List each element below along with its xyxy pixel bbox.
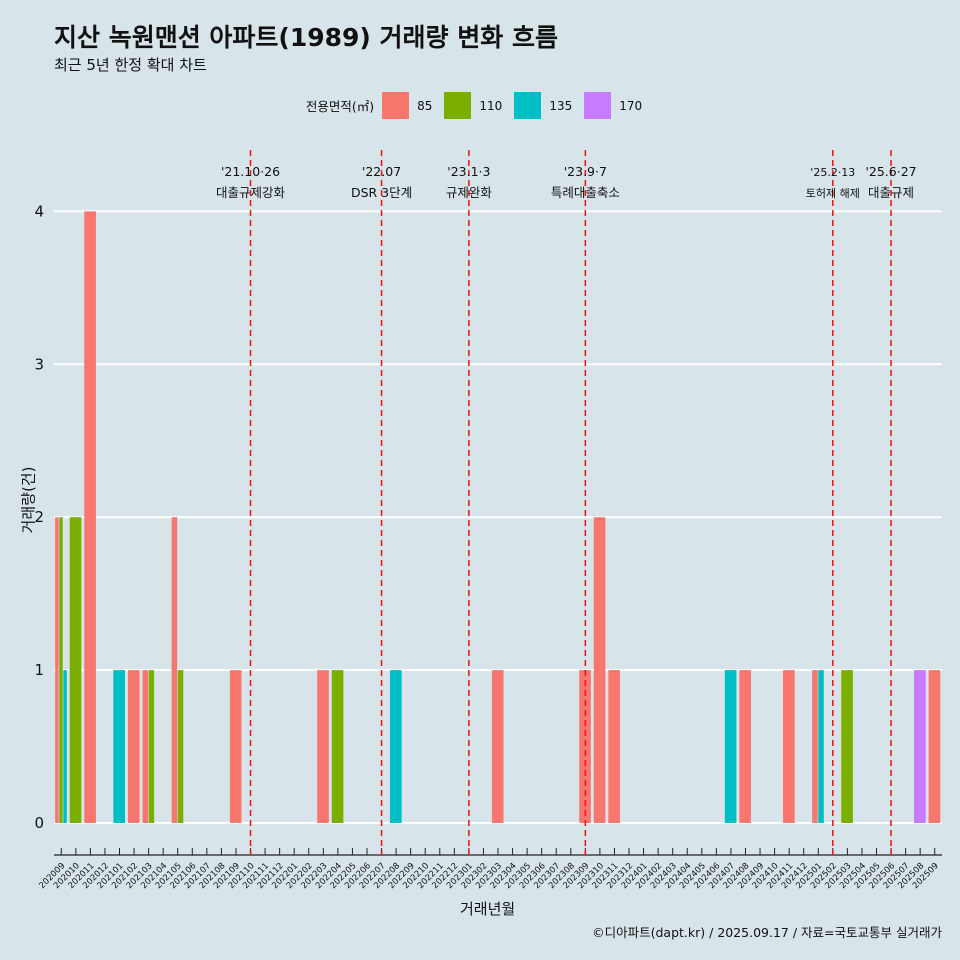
policy-date-label: '23.9·7	[564, 164, 607, 179]
legend-label: 110	[479, 98, 503, 113]
bar-85-202311	[608, 670, 620, 823]
bar-170-202508	[914, 670, 926, 823]
legend-key-135: 135	[514, 92, 572, 119]
legend-key-110: 110	[444, 92, 502, 119]
policy-date-label: '23.1·3	[447, 164, 490, 179]
policy-date-label: '25.6·27	[865, 164, 916, 179]
legend-label: 85	[417, 98, 433, 113]
bar-85-202109	[229, 670, 242, 823]
y-tick-label: 1	[34, 661, 44, 679]
bar-85-202011	[84, 211, 96, 823]
policy-name-label: 토허제 해제	[806, 186, 860, 200]
bar-85-202408	[739, 670, 751, 823]
y-tick-label: 0	[34, 814, 44, 832]
bar-85-202303	[491, 670, 504, 823]
bar-85-202102	[127, 670, 140, 823]
bar-110-202105	[177, 670, 184, 823]
bar-85-202501	[812, 670, 818, 823]
bar-85-202103	[142, 670, 149, 823]
bar-110-202010	[69, 517, 82, 823]
policy-name-label: DSR 3단계	[351, 185, 412, 200]
legend-swatch	[584, 92, 612, 119]
y-tick-label: 2	[34, 508, 44, 526]
legend-swatch	[444, 92, 472, 119]
legend-key-85: 85	[382, 92, 432, 119]
y-tick-label: 4	[34, 202, 44, 220]
policy-name-label: 규제완화	[446, 185, 493, 200]
bar-110-202009	[59, 517, 63, 823]
bar-85-202009	[55, 517, 59, 823]
bar-85-202411	[783, 670, 795, 823]
source-caption: ©디아파트(dapt.kr) / 2025.09.17 / 자료=국토교통부 실…	[592, 925, 942, 940]
bar-135-202101	[113, 670, 126, 823]
legend-swatch	[382, 92, 410, 119]
bar-85-202203	[317, 670, 329, 823]
bar-135-202208	[389, 670, 402, 823]
policy-name-label: 특례대출축소	[551, 185, 620, 200]
bar-110-202204	[331, 670, 344, 823]
x-axis-title: 거래년월	[460, 900, 516, 918]
bar-135-202407	[724, 670, 737, 823]
legend-key-170: 170	[584, 92, 642, 119]
bar-85-202105	[171, 517, 178, 823]
bar-135-202501	[818, 670, 824, 823]
bar-110-202503	[841, 670, 853, 823]
policy-date-label: '21.10·26	[221, 164, 280, 179]
y-tick-label: 3	[34, 355, 44, 373]
legend-title: 전용면적(㎡)	[305, 99, 375, 114]
policy-name-label: 대출규제	[868, 185, 914, 200]
bar-110-202103	[148, 670, 155, 823]
policy-date-label: '22.07	[362, 164, 401, 179]
bar-85-202509	[928, 670, 941, 823]
chart-subtitle: 최근 5년 한정 확대 차트	[54, 56, 207, 74]
chart-title: 지산 녹원맨션 아파트(1989) 거래량 변화 흐름	[54, 23, 558, 52]
bar-85-202310	[593, 517, 606, 823]
y-axis-title: 거래량(건)	[19, 466, 38, 534]
bar-85-202309	[579, 670, 591, 823]
legend: 전용면적(㎡) 85 110 135 170	[0, 92, 960, 119]
policy-name-label: 대출규제강화	[216, 185, 286, 200]
policy-date-label: '25.2·13	[810, 166, 855, 179]
legend-swatch	[514, 92, 542, 119]
legend-label: 170	[619, 98, 643, 113]
bar-135-202009	[63, 670, 67, 823]
legend-label: 135	[549, 98, 573, 113]
